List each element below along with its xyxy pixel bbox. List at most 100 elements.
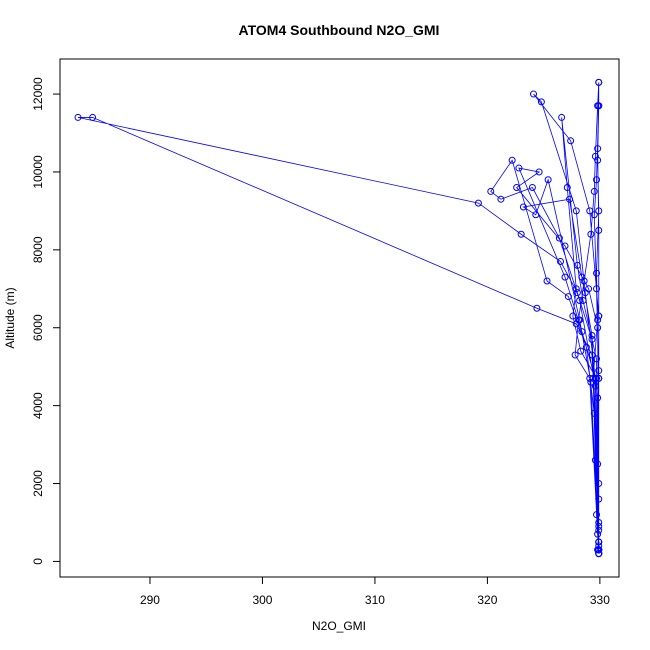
data-point <box>74 113 82 121</box>
data-point <box>582 343 590 351</box>
data-point <box>595 542 603 550</box>
data-point <box>572 207 580 215</box>
data-point <box>578 328 586 336</box>
data-point <box>595 550 603 558</box>
data-point <box>572 285 580 293</box>
data-point <box>530 90 538 98</box>
data-point <box>593 176 601 184</box>
data-point <box>564 293 572 301</box>
data-point <box>528 184 536 192</box>
y-tick-label: 10000 <box>31 155 45 189</box>
data-point <box>555 234 563 242</box>
data-point <box>587 230 595 238</box>
data-point <box>576 296 584 304</box>
data-point <box>595 207 603 215</box>
data-point <box>591 382 599 390</box>
y-tick-label: 8000 <box>31 236 45 263</box>
data-point <box>595 495 603 503</box>
data-point <box>89 113 97 121</box>
data-point <box>593 355 601 363</box>
data-point <box>573 289 581 297</box>
data-point <box>571 351 579 359</box>
data-point <box>558 113 566 121</box>
y-tick-label: 2000 <box>31 470 45 497</box>
plot-frame <box>59 58 620 578</box>
data-point <box>532 211 540 219</box>
data-point <box>517 230 525 238</box>
y-tick-label: 6000 <box>31 314 45 341</box>
data-point <box>595 367 603 375</box>
x-axis: 290 300 310 320 330 <box>140 576 610 607</box>
data-point <box>595 480 603 488</box>
chart-title: ATOM4 Southbound N2O_GMI <box>239 22 440 38</box>
data-point <box>590 409 598 417</box>
data-point <box>572 320 580 328</box>
y-axis-label: Altitude (m) <box>3 287 17 348</box>
data-point <box>587 378 595 386</box>
x-tick-label: 300 <box>252 593 272 607</box>
data-point <box>580 277 588 285</box>
data-point <box>588 351 596 359</box>
data-point <box>567 137 575 145</box>
data-point <box>561 242 569 250</box>
y-tick-label: 4000 <box>31 392 45 419</box>
y-axis: 0 2000 4000 6000 8000 10000 12000 <box>31 77 61 565</box>
data-point <box>543 277 551 285</box>
data-point <box>533 304 541 312</box>
data-point <box>590 187 598 195</box>
data-point <box>513 184 521 192</box>
data-point <box>566 195 574 203</box>
data-point <box>595 102 603 110</box>
data-point <box>544 176 552 184</box>
y-tick-label: 0 <box>31 558 45 565</box>
data-point <box>594 156 602 164</box>
data-point <box>508 156 516 164</box>
data-point <box>588 332 596 340</box>
data-point <box>561 273 569 281</box>
data-point <box>594 145 602 153</box>
series-line <box>77 82 600 554</box>
data-point <box>594 316 602 324</box>
data-point <box>585 285 593 293</box>
data-point <box>519 203 527 211</box>
data-point <box>578 273 586 281</box>
x-tick-label: 290 <box>140 593 160 607</box>
data-point <box>595 78 603 86</box>
data-point <box>497 195 505 203</box>
data-point <box>595 538 603 546</box>
data-point <box>593 269 601 277</box>
data-points <box>74 78 603 558</box>
data-point <box>588 335 596 343</box>
x-tick-label: 330 <box>590 593 610 607</box>
data-point <box>595 526 603 534</box>
data-point <box>579 296 587 304</box>
data-point <box>591 456 599 464</box>
data-point <box>590 211 598 219</box>
data-point <box>595 374 603 382</box>
data-point <box>474 199 482 207</box>
data-point <box>591 152 599 160</box>
data-point <box>577 347 585 355</box>
data-point <box>595 546 603 554</box>
x-axis-label: N2O_GMI <box>312 619 366 633</box>
data-point <box>515 164 523 172</box>
data-point <box>569 312 577 320</box>
data-point <box>595 522 603 530</box>
data-point <box>593 285 601 293</box>
data-point <box>594 460 602 468</box>
data-point <box>595 312 603 320</box>
x-tick-label: 310 <box>365 593 385 607</box>
data-point <box>595 226 603 234</box>
x-tick-label: 320 <box>477 593 497 607</box>
data-point <box>594 324 602 332</box>
data-point <box>591 374 599 382</box>
y-tick-label: 12000 <box>31 77 45 111</box>
data-point <box>594 530 602 538</box>
data-point <box>537 98 545 106</box>
data-point <box>557 258 565 266</box>
data-point <box>594 394 602 402</box>
data-point <box>586 207 594 215</box>
data-point <box>593 511 601 519</box>
data-point <box>573 261 581 269</box>
